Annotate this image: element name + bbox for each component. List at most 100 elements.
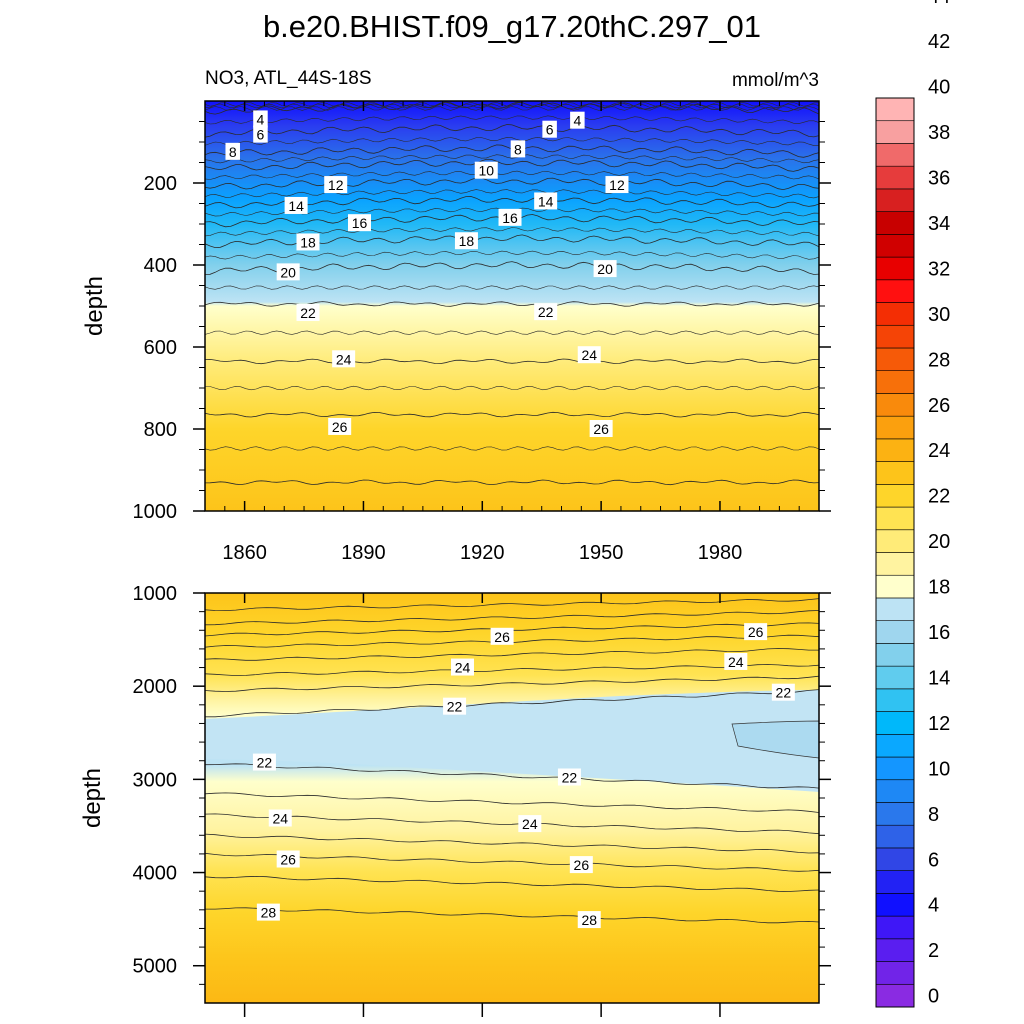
colorbar-bin [875,506,915,531]
contour-label-box [296,233,320,251]
contour-label-group: 16 [347,214,371,232]
x-tick-label: 1890 [341,542,386,564]
contour-label-group: 22 [534,303,558,321]
contour-line-5 [205,115,819,125]
colorbar-label: 6 [928,849,939,871]
contour-label-box [443,697,467,715]
contour-line-lower [205,610,819,626]
contour-line-lower [205,648,819,661]
colorbar-label: 40 [928,77,950,99]
contour-label-box [570,111,585,129]
contour-label: 24 [581,347,597,363]
contour-label-group: 26 [490,627,514,645]
contour-label: 22 [257,755,273,771]
contour-label-box [284,196,308,214]
colorbar-bin [875,484,915,508]
contour-label-box [605,176,629,194]
colorbar-label: 26 [928,395,950,417]
contour-line-11 [205,170,819,180]
contour-label: 26 [574,857,590,873]
contour-label: 16 [502,210,518,226]
colorbar-label: 32 [928,258,950,280]
contour-line-17 [205,227,819,237]
colorbar-bin [875,529,915,553]
contour-label-group: 18 [454,232,478,250]
contour-line-6 [205,124,819,138]
y-tick-label: 800 [144,419,177,441]
y-tick-label: 1000 [133,583,178,605]
contour-label-group: 20 [593,260,617,278]
contour-label: 6 [257,127,265,143]
contour-label-box [324,176,348,194]
y-tick-label: 5000 [133,956,178,978]
colorbar-bin [875,915,915,940]
colorbar-bin [875,824,915,849]
contour-label-box [569,856,593,874]
contour-label: 22 [447,699,463,715]
upper-ylabel: depth [81,276,108,336]
contour-label: 20 [280,264,296,280]
lower-field [205,593,819,1003]
contour-label-box [589,420,613,437]
contour-label-box [268,809,292,827]
contour-label-box [534,303,558,321]
contour-label: 28 [581,912,597,928]
colorbar-bin [875,733,915,758]
contour-label: 24 [522,816,538,832]
colorbar-label: 14 [928,667,950,689]
contour-line-9 [205,154,819,164]
contour-line-27 [205,446,819,451]
colorbar-frame [875,97,915,1008]
contour-label: 26 [332,419,348,435]
contour-label-box [253,125,268,143]
contour-label-box [593,260,617,278]
x-tick-label: 1950 [579,542,624,564]
contour-label-group: 12 [324,176,348,194]
contour-label: 22 [776,685,792,701]
contour-label-box [518,815,542,833]
y-tick-label: 400 [144,255,177,277]
contour-line-lower [205,875,819,892]
contour-label-box [225,142,240,160]
contour-label-group: 8 [510,140,526,158]
colorbar-bin [875,234,915,258]
contour-label: 10 [478,163,494,179]
contour-line-23 [205,330,819,335]
colorbar-label: 38 [928,122,950,144]
colorbar-bin [875,461,915,485]
contour-label-box [474,161,498,179]
contour-line-7 [205,136,819,146]
colorbar-label: 20 [928,531,950,553]
contour-line-lower [205,833,819,854]
colorbar-bin [875,643,915,667]
contour-label: 18 [459,233,475,249]
contour-label-group: 22 [443,697,467,715]
contour-line-surface [205,103,819,109]
contour-label-box [296,303,320,321]
contour-label-box [450,658,474,676]
contour-label-group: 14 [284,196,308,214]
contour-label-box [577,346,601,364]
colorbar-label: 4 [928,895,939,917]
y-tick-label: 1000 [133,501,178,523]
colorbar-bin [875,165,915,190]
contour-line-surface [205,106,819,111]
contour-label-group: 26 [276,850,300,868]
contour-label-group: 22 [771,683,795,701]
contour-label-group: 24 [332,350,356,368]
colorbar-bin [875,574,915,599]
lower-blue-tongue [205,690,819,792]
colorbar-label: 12 [928,713,950,735]
y-tick-label: 2000 [133,676,178,698]
colorbar-label: 10 [928,758,950,780]
contour-label-box [256,903,280,921]
subtitle-right: mmol/m^3 [732,70,819,91]
x-tick-label: 1980 [698,542,743,564]
x-tick-label: 1920 [460,542,505,564]
colorbar-label: 2 [928,940,939,962]
contour-label-group: 18 [296,233,320,251]
contour-label: 8 [514,141,522,157]
